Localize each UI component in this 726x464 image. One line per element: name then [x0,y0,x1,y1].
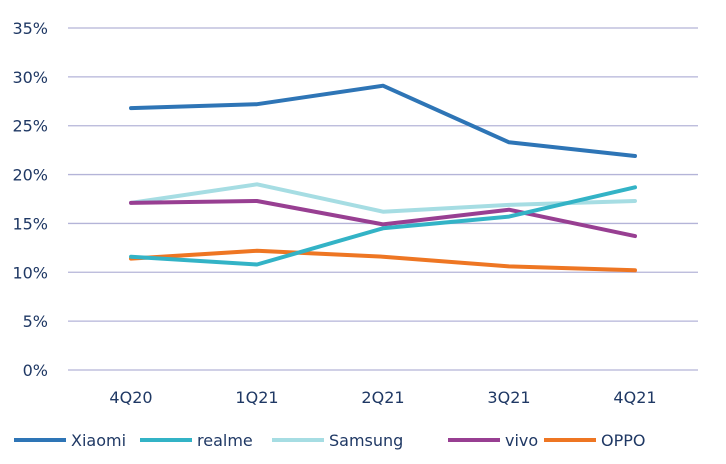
x-tick-label: 1Q21 [235,388,278,407]
x-tick-label: 4Q20 [109,388,152,407]
legend-label: vivo [505,431,538,450]
series-line-vivo [129,199,637,239]
series-line-realme [129,185,637,267]
y-tick-label: 5% [23,312,48,331]
series-line-oppo [129,248,637,273]
x-tick-label: 4Q21 [613,388,656,407]
series-line-xiaomi [129,83,637,158]
y-tick-label: 25% [12,117,48,136]
y-tick-label: 35% [12,19,48,38]
y-tick-label: 30% [12,68,48,87]
legend-label: Samsung [329,431,403,450]
y-tick-label: 20% [12,166,48,185]
x-axis-ticks: 4Q20 1Q21 2Q21 3Q21 4Q21 [109,388,656,407]
y-tick-label: 0% [23,361,48,380]
legend: Xiaomi realme Samsung vivo OPPO [14,431,645,450]
legend-label: OPPO [601,431,645,450]
series-line-samsung [129,182,637,214]
y-tick-label: 10% [12,263,48,282]
y-axis-ticks: 0% 5% 10% 15% 20% 25% 30% 35% [12,19,48,380]
y-tick-label: 15% [12,214,48,233]
x-tick-label: 3Q21 [487,388,530,407]
series-lines [129,83,637,273]
gridlines [68,27,698,371]
legend-label: Xiaomi [71,431,126,450]
x-tick-label: 2Q21 [361,388,404,407]
legend-label: realme [197,431,253,450]
